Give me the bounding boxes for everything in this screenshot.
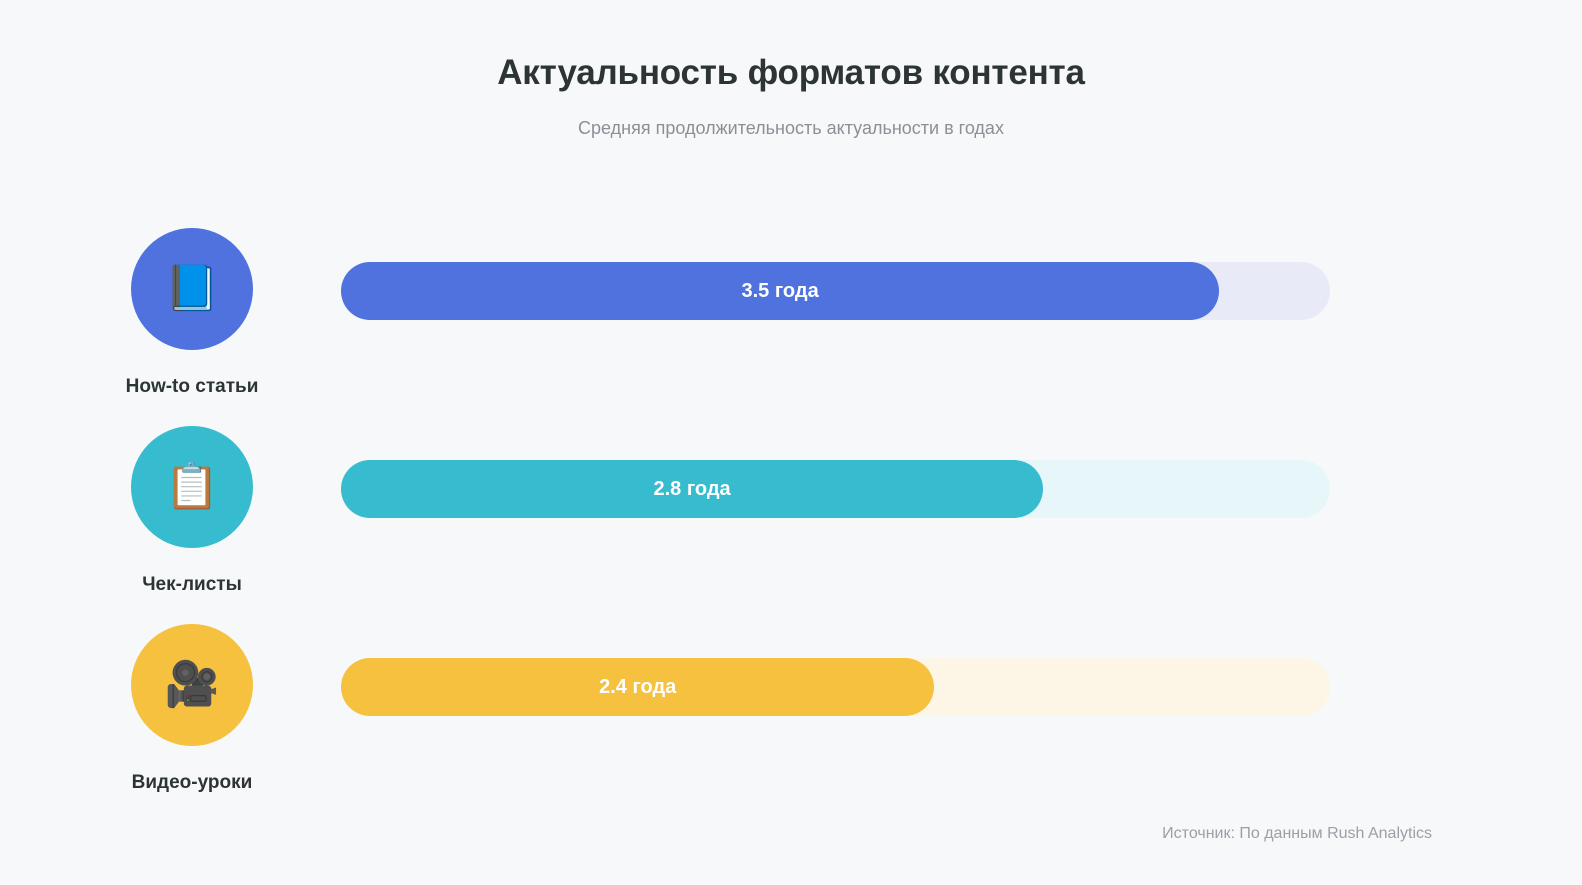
category-how-to: 📘 How-to статьи: [110, 228, 274, 398]
bar-value-checklists: 2.8 года: [653, 477, 731, 500]
bar-rows: 📘 How-to статьи 3.5 года 📋 Чек-листы: [0, 228, 1582, 822]
blue-book-icon: 📘: [164, 263, 220, 314]
category-label-how-to: How-to статьи: [125, 376, 259, 397]
bar-fill-video: 2.4 года: [341, 658, 935, 716]
chart-subtitle: Средняя продолжительность актуальности в…: [578, 118, 1004, 138]
bar-col-how-to: 3.5 года: [341, 262, 1330, 320]
bar-fill-how-to: 3.5 года: [341, 262, 1220, 320]
icon-circle-video: 🎥: [131, 624, 253, 746]
bar-col-video: 2.4 года: [341, 658, 1330, 716]
bar-value-how-to: 3.5 года: [741, 279, 819, 302]
bar-row-how-to: 📘 How-to статьи 3.5 года: [0, 228, 1582, 426]
clipboard-icon: 📋: [164, 461, 220, 512]
bar-row-checklists: 📋 Чек-листы 2.8 года: [0, 426, 1582, 624]
category-label-checklists: Чек-листы: [142, 574, 242, 595]
movie-camera-icon: 🎥: [164, 659, 220, 710]
page-title: Актуальность форматов контента: [497, 53, 1085, 92]
bar-fill-checklists: 2.8 года: [341, 460, 1044, 518]
category-checklists: 📋 Чек-листы: [110, 426, 274, 596]
bar-track-video: 2.4 года: [341, 658, 1330, 716]
bar-track-checklists: 2.8 года: [341, 460, 1330, 518]
source-note: Источник: По данным Rush Analytics: [1162, 825, 1432, 842]
chart-header: Актуальность форматов контента Средняя п…: [0, 0, 1582, 139]
bar-row-video: 🎥 Видео-уроки 2.4 года: [0, 624, 1582, 822]
category-label-video: Видео-уроки: [131, 772, 253, 793]
bar-col-checklists: 2.8 года: [341, 460, 1330, 518]
icon-circle-how-to: 📘: [131, 228, 253, 350]
icon-circle-checklists: 📋: [131, 426, 253, 548]
bar-value-video: 2.4 года: [599, 675, 677, 698]
category-video: 🎥 Видео-уроки: [110, 624, 274, 794]
bar-track-how-to: 3.5 года: [341, 262, 1330, 320]
